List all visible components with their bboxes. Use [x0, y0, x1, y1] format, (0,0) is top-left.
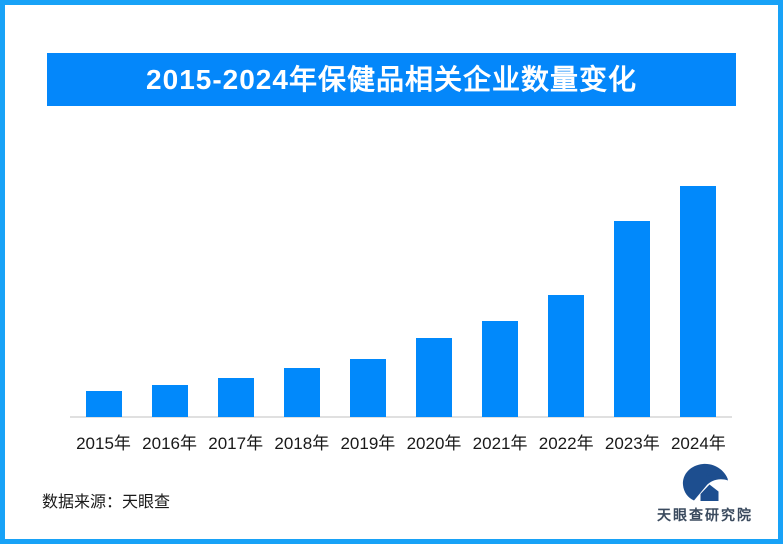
x-axis-label-2019年: 2019年 — [340, 434, 396, 453]
bar-2017年 — [217, 378, 254, 417]
bar-2024年 — [680, 186, 717, 417]
bar-2015年 — [85, 391, 122, 417]
bar-2023年 — [614, 221, 651, 417]
bar-2021年 — [482, 321, 519, 417]
bar-2019年 — [349, 359, 386, 417]
x-axis-label-2015年: 2015年 — [76, 434, 131, 453]
x-axis-label-2018年: 2018年 — [274, 434, 330, 453]
bar-2022年 — [548, 295, 585, 417]
bar-2016年 — [151, 385, 188, 417]
tianyancha-logo: 天眼查研究院 — [643, 463, 767, 525]
x-axis-label-2016年: 2016年 — [142, 434, 197, 453]
x-axis-label-2024年: 2024年 — [670, 434, 726, 453]
x-axis-label-2017年: 2017年 — [208, 434, 264, 453]
tianyancha-logo-text: 天眼查研究院 — [657, 507, 753, 523]
x-axis-label-2020年: 2020年 — [406, 434, 462, 453]
x-axis-label-2023年: 2023年 — [604, 434, 660, 453]
bar-2018年 — [283, 368, 320, 417]
x-axis-label-2021年: 2021年 — [472, 434, 528, 453]
x-axis-line — [70, 416, 732, 418]
bar-chart: 2015年 2016年 2017年 2018年 2019年 2020年 2021年 2022年… — [5, 5, 778, 539]
x-axis-label-2022年: 2022年 — [538, 434, 594, 453]
bar-2020年 — [416, 338, 452, 417]
data-source-label: 数据来源：天眼查 — [42, 494, 171, 511]
tianyancha-eye-house-icon — [682, 463, 728, 501]
chart-title-banner: 2015-2024年保健品相关企业数量变化 — [47, 53, 736, 106]
